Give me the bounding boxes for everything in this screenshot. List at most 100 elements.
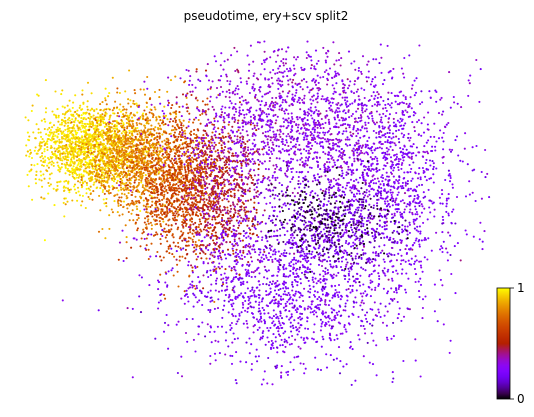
cell-point	[125, 194, 128, 198]
cell-point	[135, 130, 139, 133]
cell-point	[158, 132, 161, 135]
cell-point	[61, 105, 64, 108]
cell-point	[180, 195, 183, 198]
cell-point	[293, 137, 296, 140]
cell-point	[261, 132, 265, 135]
cell-point	[97, 163, 100, 166]
cell-point	[66, 156, 69, 159]
cell-point	[131, 122, 134, 126]
cell-point	[62, 137, 65, 140]
cell-point	[255, 191, 258, 194]
cell-point	[143, 157, 146, 160]
cell-point	[281, 80, 284, 83]
cell-point	[45, 133, 48, 136]
cell-point	[184, 132, 187, 135]
cell-point	[176, 149, 179, 152]
cell-point	[125, 146, 128, 149]
cell-point	[100, 171, 104, 174]
cell-point	[229, 214, 232, 217]
cell-point	[235, 178, 238, 181]
cell-point	[410, 87, 413, 90]
cell-point	[90, 144, 93, 147]
cell-point	[123, 193, 126, 196]
cell-point	[101, 118, 104, 121]
cell-point	[244, 206, 248, 209]
cell-point	[154, 164, 157, 167]
cell-point	[182, 213, 185, 216]
cell-point	[190, 169, 193, 172]
cell-point	[122, 115, 125, 118]
cell-point	[250, 181, 253, 184]
cell-point	[151, 157, 154, 160]
cell-point	[387, 278, 390, 281]
cell-point	[206, 221, 209, 224]
cell-point	[291, 81, 294, 84]
cell-point	[117, 189, 120, 192]
cell-point	[56, 135, 59, 138]
cell-point	[219, 159, 222, 162]
cell-point	[221, 224, 224, 227]
cell-point	[202, 134, 205, 137]
cell-point	[54, 114, 57, 117]
cell-point	[190, 141, 193, 144]
cell-point	[224, 135, 227, 138]
cell-point	[89, 117, 92, 120]
cell-point	[222, 180, 225, 184]
cell-point	[228, 151, 231, 154]
cell-point	[246, 177, 250, 180]
cell-point	[80, 159, 84, 162]
cell-point	[71, 150, 74, 153]
cell-point	[223, 205, 226, 208]
cell-point	[252, 271, 255, 274]
cell-point	[102, 162, 105, 165]
cell-point	[221, 209, 224, 212]
cell-point	[141, 161, 144, 164]
cell-point	[128, 120, 131, 123]
cell-point	[157, 143, 160, 146]
cell-point	[170, 166, 173, 169]
cell-point	[227, 157, 230, 160]
cell-point	[72, 124, 76, 127]
cell-point	[68, 108, 71, 111]
cell-point	[112, 127, 115, 130]
cell-point	[152, 190, 155, 193]
cell-point	[346, 78, 349, 81]
cell-point	[117, 258, 120, 261]
cell-point	[173, 161, 177, 165]
cell-point	[31, 104, 34, 107]
cell-point	[150, 133, 153, 136]
cell-point	[230, 207, 233, 210]
cell-point	[232, 140, 235, 143]
cell-point	[192, 151, 195, 154]
cell-point	[59, 159, 62, 162]
cell-point	[145, 208, 148, 211]
cell-point	[112, 147, 115, 150]
cell-point	[113, 200, 116, 203]
cell-point	[118, 147, 121, 150]
cell-point	[448, 71, 451, 74]
cell-point	[188, 180, 192, 183]
cell-point	[194, 143, 198, 147]
cell-point	[85, 187, 88, 190]
cell-point	[204, 170, 208, 173]
cell-point	[88, 163, 91, 166]
cell-point	[221, 111, 224, 114]
cell-point	[120, 122, 123, 125]
cell-point	[202, 212, 205, 215]
cell-point	[71, 126, 74, 130]
cell-point	[124, 155, 127, 158]
cell-point	[184, 248, 187, 251]
cell-point	[190, 193, 193, 196]
cell-point	[144, 126, 147, 129]
cell-point	[224, 145, 227, 149]
cell-point	[83, 170, 86, 173]
cell-point	[157, 193, 160, 196]
cell-point	[280, 371, 283, 374]
cell-point	[210, 188, 213, 191]
cell-point	[66, 167, 69, 170]
cell-point	[175, 258, 178, 261]
cell-point	[105, 103, 108, 106]
cell-point	[116, 141, 119, 144]
cell-point	[121, 124, 125, 127]
cell-point	[161, 150, 164, 153]
